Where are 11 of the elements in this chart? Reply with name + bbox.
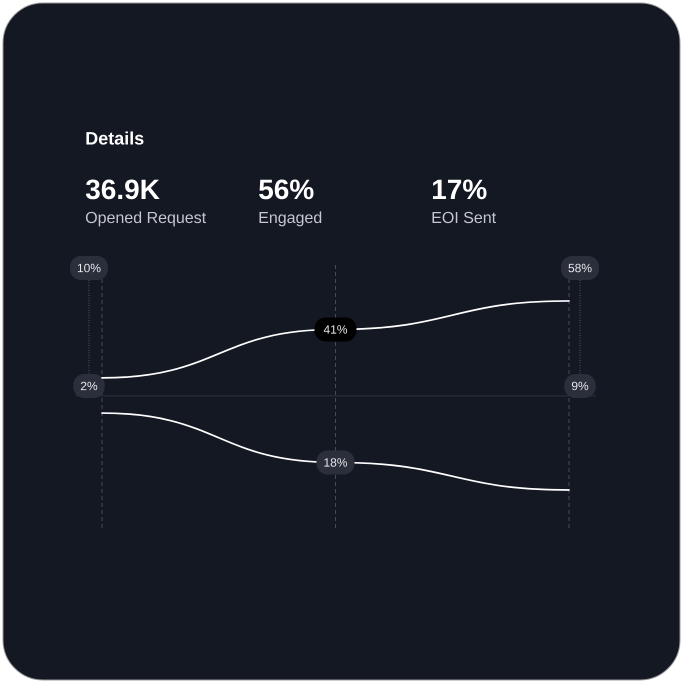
annotation: 2% (80, 382, 98, 390)
annotation: 9% (572, 382, 588, 390)
text: 36.9K (86, 179, 160, 200)
text: 56% (259, 179, 314, 200)
text: 10% (78, 264, 101, 272)
text: Engaged (260, 211, 322, 226)
text: EOI Sent (432, 212, 496, 224)
text: 17% (432, 180, 486, 200)
text: 58% (568, 264, 592, 272)
text: Details (86, 131, 144, 145)
text: Opened Request (86, 211, 206, 226)
